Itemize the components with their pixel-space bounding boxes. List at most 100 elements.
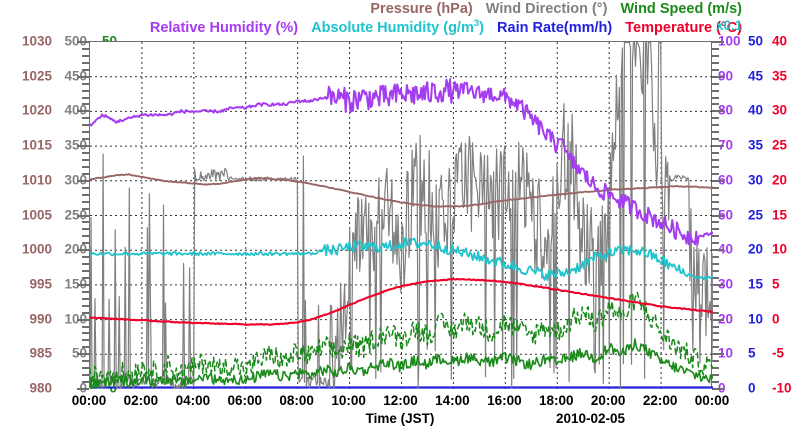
axis-tick-major (77, 145, 89, 148)
axis-tick-minor (712, 304, 719, 307)
y-tick-rain_rate-10: 0 (748, 380, 756, 396)
y-axis-ticks-left (77, 41, 89, 390)
axis-tick-minor (82, 381, 89, 384)
axis-tick-minor (82, 103, 89, 106)
y-axis-ticks-right (712, 41, 724, 390)
y-tick-pressure-10: 980 (29, 380, 52, 396)
axis-tick-minor (82, 242, 89, 245)
axis-tick-major (77, 110, 89, 113)
chart-canvas (90, 42, 713, 389)
x-axis-title: Time (JST) (365, 411, 435, 426)
y-tick-pressure-3: 1015 (21, 137, 52, 153)
y-tick-pressure-9: 985 (29, 345, 52, 361)
axis-tick-minor (712, 235, 719, 238)
axis-tick-major (712, 110, 724, 113)
y-tick-temperature-7: 5 (772, 276, 780, 292)
axis-tick-major (712, 145, 724, 148)
series-wind-speed (90, 338, 713, 389)
y-tick-rain_rate-0: 50 (748, 33, 764, 49)
legend-temperature: Temperature (°C) (625, 19, 742, 36)
series-pressure (90, 173, 713, 208)
axis-tick-minor (712, 270, 719, 273)
axis-tick-minor (712, 172, 719, 175)
axis-tick-minor (712, 325, 719, 328)
axis-tick-minor (82, 235, 89, 238)
axis-tick-minor (712, 339, 719, 342)
axis-tick-major (77, 75, 89, 78)
axis-tick-minor (712, 297, 719, 300)
axis-tick-minor (82, 221, 89, 224)
axis-tick-minor (712, 124, 719, 127)
axis-tick-major (77, 388, 89, 390)
y-tick-pressure-1: 1025 (21, 68, 52, 84)
legend-rain-rate: Rain Rate(mm/h) (497, 19, 613, 36)
x-tick-label-8: 16:00 (487, 393, 522, 408)
axis-tick-minor (82, 339, 89, 342)
x-tick-label-0: 00:00 (71, 393, 107, 408)
y-tick-temperature-8: 0 (772, 311, 780, 327)
axis-tick-minor (712, 47, 719, 50)
axis-tick-minor (712, 82, 719, 85)
axis-tick-minor (82, 332, 89, 335)
axis-tick-minor (712, 158, 719, 161)
axis-tick-minor (82, 152, 89, 155)
axis-tick-minor (712, 186, 719, 189)
axis-tick-minor (82, 68, 89, 71)
axis-tick-major (77, 41, 89, 43)
legend-row-bottom: Relative Humidity (%) Absolute Humidity … (0, 18, 742, 36)
axis-tick-minor (712, 96, 719, 99)
series-relative-humidity (90, 78, 713, 246)
y-tick-rain_rate-5: 25 (748, 207, 764, 222)
axis-tick-minor (82, 346, 89, 349)
axis-tick-minor (82, 263, 89, 266)
y-tick-rain_rate-3: 35 (748, 137, 764, 153)
legend-absolute-humidity: Absolute Humidity (g/m3) (311, 18, 484, 36)
axis-tick-minor (82, 297, 89, 300)
axis-tick-minor (82, 276, 89, 279)
axis-tick-minor (712, 89, 719, 92)
axis-tick-minor (82, 304, 89, 307)
series-temperature (90, 277, 713, 326)
axis-tick-minor (82, 138, 89, 141)
axis-tick-major (712, 318, 724, 321)
x-tick-label-11: 22:00 (642, 393, 678, 408)
axis-tick-minor (82, 131, 89, 134)
legend-absolute-humidity-exponent: 3 (473, 18, 480, 29)
axis-tick-minor (712, 256, 719, 259)
series-wind-direction (90, 42, 713, 389)
axis-tick-minor (712, 138, 719, 141)
axis-tick-minor (712, 207, 719, 210)
axis-tick-minor (712, 276, 719, 279)
y-tick-rain_rate-2: 40 (748, 102, 764, 118)
axis-tick-minor (82, 270, 89, 273)
y-tick-temperature-9: -5 (772, 345, 785, 361)
y-tick-rain_rate-1: 45 (748, 68, 764, 84)
axis-tick-minor (82, 186, 89, 189)
axis-tick-minor (82, 374, 89, 377)
axis-tick-major (712, 249, 724, 252)
axis-tick-minor (82, 325, 89, 328)
y-tick-rain_rate-9: 5 (748, 345, 756, 361)
axis-tick-major (712, 75, 724, 78)
y-tick-temperature-1: 35 (772, 68, 788, 84)
y-tick-temperature-5: 15 (772, 207, 788, 222)
axis-tick-minor (82, 172, 89, 175)
axis-tick-major (712, 179, 724, 182)
axis-tick-minor (712, 103, 719, 106)
x-tick-label-6: 12:00 (383, 393, 418, 408)
axis-tick-minor (712, 61, 719, 64)
legend-relative-humidity: Relative Humidity (%) (149, 19, 299, 36)
axis-tick-major (712, 388, 724, 390)
axis-tick-minor (82, 200, 89, 203)
y-tick-rain_rate-8: 10 (748, 311, 764, 327)
axis-tick-minor (712, 54, 719, 57)
axis-tick-minor (82, 117, 89, 120)
legend-wind-direction: Wind Direction (°) (485, 1, 608, 17)
legend-absolute-humidity-tail: ) (479, 19, 484, 36)
axis-tick-minor (82, 47, 89, 50)
axis-tick-major (77, 214, 89, 217)
x-tick-label-3: 06:00 (227, 393, 263, 408)
axis-tick-minor (712, 165, 719, 168)
axis-tick-minor (82, 158, 89, 161)
